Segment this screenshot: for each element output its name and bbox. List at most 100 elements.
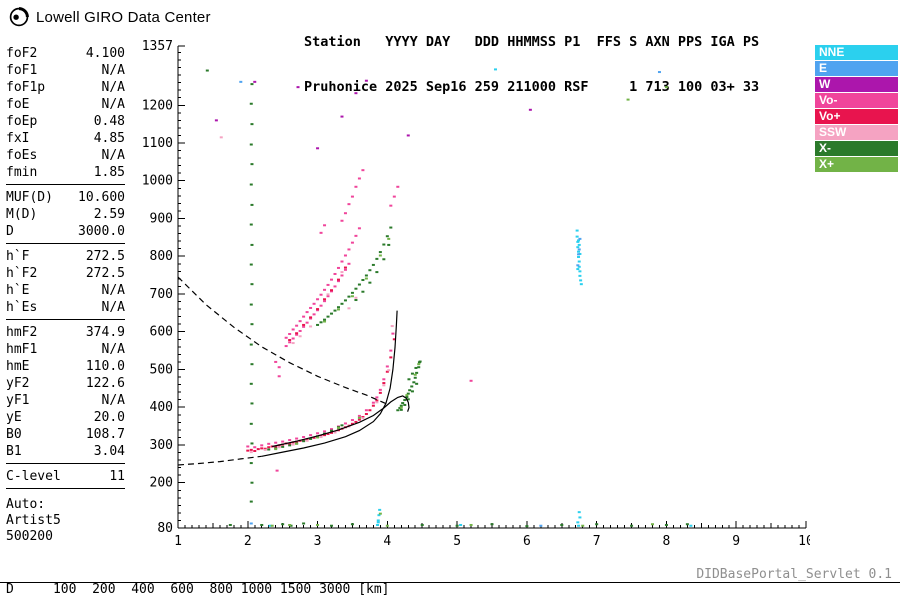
y-tick-label: 1000 <box>142 174 173 189</box>
param-value: N/A <box>101 80 125 95</box>
echo-point-x <box>413 373 417 376</box>
legend-item-e: E <box>815 61 898 76</box>
echo-point-x <box>664 523 668 526</box>
echo-point-vo <box>385 365 389 368</box>
echo-point-x <box>407 378 411 381</box>
echo-point-x <box>249 382 253 385</box>
echo-point-nne <box>575 235 579 238</box>
echo-point-vo <box>274 445 278 448</box>
echo-point-nne <box>459 523 463 526</box>
param-label: fxI <box>6 131 30 146</box>
echo-point-vo <box>302 439 306 442</box>
echo-point-ssw <box>263 448 267 451</box>
echo-point-nne <box>577 255 581 258</box>
echo-point-nne <box>578 274 582 277</box>
echo-point-x <box>378 251 382 254</box>
param-label: MUF(D) <box>6 190 53 205</box>
echo-point-e <box>576 264 580 267</box>
y-tick-label: 300 <box>150 438 173 453</box>
echo-point-x <box>249 462 253 465</box>
echo-point-nne <box>376 523 380 526</box>
x-tick-label: 8 <box>663 534 671 549</box>
echo-point-vo <box>256 448 260 451</box>
echo-point-x <box>250 442 254 445</box>
echo-point-x <box>490 523 494 526</box>
station-header-line1: Station YYYY DAY DDD HHMMSS P1 FFS S AXN… <box>304 34 760 50</box>
echo-point-vo <box>323 300 327 303</box>
echo-point-vo <box>326 433 330 436</box>
echo-point-vo <box>389 349 393 352</box>
ionogram-plot: 1 2 3 4 5 6 7 8 9 10 80 200 300 400 500 600 700 800 900 100… <box>142 40 810 549</box>
status-bar: db pq052 20250916 211000.rsf / 181fx512h… <box>0 582 900 600</box>
param-row-hf: h`F 272.5 <box>6 248 125 265</box>
param-label: hmF2 <box>6 325 38 340</box>
echo-point-vo <box>378 391 382 394</box>
param-label: h`E <box>6 283 30 298</box>
d-row: D 100 200 400 600 800 1000 1500 3000 [km… <box>6 582 390 597</box>
param-label: hmF1 <box>6 342 38 357</box>
echo-point-vo <box>343 266 347 269</box>
echo-point-x <box>250 363 254 366</box>
x-tick-label: 3 <box>314 534 322 549</box>
x-tick-label: 9 <box>732 534 740 549</box>
echo-point-vo <box>330 431 334 434</box>
echo-point-x <box>354 287 358 290</box>
param-divider <box>6 243 125 244</box>
param-value: N/A <box>101 342 125 357</box>
echo-point-vo <box>274 360 278 363</box>
echo-point-vo <box>277 375 281 378</box>
parameter-groups: foF2 4.100 foF1 N/A foF1p N/A foE N/A foEp 0.48 fx… <box>6 45 125 489</box>
echo-point-nne <box>577 511 581 514</box>
echo-point-vo <box>319 434 323 437</box>
echo-point-vo <box>340 274 344 277</box>
param-label: hmE <box>6 359 30 374</box>
echo-point-ssw <box>390 325 394 328</box>
echo-point-x <box>333 309 337 312</box>
legend-item-w: W <box>815 77 898 92</box>
legend-item-vo: Vo- <box>815 93 898 108</box>
echo-point-x <box>350 523 354 526</box>
param-value: N/A <box>101 300 125 315</box>
echo-point-vo <box>382 378 386 381</box>
echo-point-nne <box>577 243 581 246</box>
echo-point-x <box>249 223 253 226</box>
echo-point-ssw <box>305 439 309 442</box>
echo-point-x <box>371 263 375 266</box>
param-label: B0 <box>6 427 22 442</box>
param-value: 272.5 <box>85 266 125 281</box>
param-row-clevel: C-level 11 <box>6 468 125 485</box>
echo-point-vo <box>298 329 302 332</box>
echo-point-vo <box>333 272 337 275</box>
echo-point-vo <box>396 185 400 188</box>
param-label: fmin <box>6 165 38 180</box>
echo-point-nne <box>576 521 580 524</box>
echo-point-vo <box>391 332 395 335</box>
param-value: 122.6 <box>85 376 125 391</box>
echo-point-vo <box>364 413 368 416</box>
echo-point-vo <box>357 418 361 421</box>
echo-point-x <box>403 399 407 402</box>
echo-point-x <box>302 440 306 443</box>
param-row-hmf2: hmF2 374.9 <box>6 324 125 341</box>
echo-point-nne <box>378 508 382 511</box>
echo-point-x <box>250 243 254 246</box>
param-divider <box>6 319 125 320</box>
echo-point-vo <box>323 224 327 227</box>
param-row-hmf1: hmF1 N/A <box>6 341 125 358</box>
param-label: B1 <box>6 444 22 459</box>
echo-point-vo <box>316 298 320 301</box>
param-label: yE <box>6 410 22 425</box>
legend-item-vo: Vo+ <box>815 109 898 124</box>
echo-point-vo <box>336 280 340 283</box>
param-row-b0: B0 108.7 <box>6 426 125 443</box>
echo-point-vo <box>330 278 334 281</box>
echo-point-vo <box>392 338 396 341</box>
echo-point-vo <box>385 370 389 373</box>
echo-point-x <box>250 163 254 166</box>
echo-point-vo <box>319 304 323 307</box>
echo-point-ssw <box>340 271 344 274</box>
echo-point-nne <box>689 524 693 527</box>
echo-point-vo <box>284 336 288 339</box>
echo-point-x <box>354 299 358 302</box>
param-row-hes: h`Es N/A <box>6 299 125 316</box>
